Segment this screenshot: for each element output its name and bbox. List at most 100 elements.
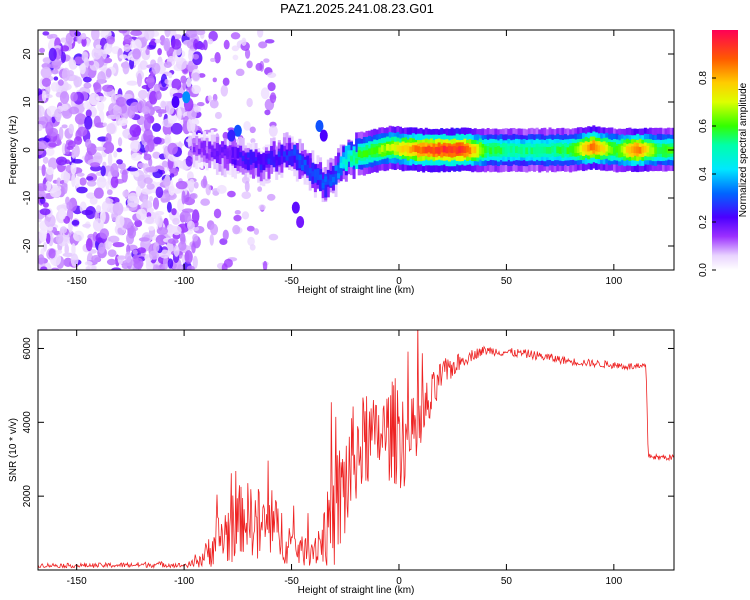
ridge-segment (262, 164, 266, 171)
noise-blob (137, 162, 146, 169)
ridge-segment (355, 158, 359, 164)
ridge-segment (205, 147, 209, 159)
ridge-segment (254, 161, 258, 167)
noise-blob (162, 255, 169, 270)
noise-blob (193, 181, 199, 189)
x-tick-label: -100 (174, 276, 194, 287)
noise-blob (193, 106, 202, 113)
noise-blob (143, 177, 153, 185)
ridge-segment (282, 151, 286, 163)
ridge-segment (605, 144, 609, 152)
ridge-segment (417, 146, 421, 153)
noise-blob (40, 66, 52, 79)
noise-blob (51, 60, 64, 66)
noise-blob (123, 34, 133, 44)
noise-blob (213, 208, 222, 219)
noise-blob (267, 82, 276, 92)
noise-blob (163, 37, 171, 52)
noise-blob (106, 123, 116, 135)
ridge-segment (275, 154, 279, 161)
noise-blob (116, 159, 123, 165)
x-tick-label: -150 (67, 576, 87, 587)
noise-blob (38, 183, 47, 192)
noise-blob (86, 176, 94, 181)
noise-blob (171, 38, 182, 50)
ridge-segment (339, 156, 343, 168)
ridge-segment (288, 151, 292, 157)
ridge-segment (401, 145, 405, 153)
ridge-segment (618, 147, 622, 155)
ridge-segment (445, 146, 449, 154)
ridge-segment (486, 145, 490, 153)
ridge-segment (489, 147, 493, 155)
noise-blob (38, 123, 43, 132)
noise-blob (68, 106, 80, 115)
noise-blob (267, 72, 277, 79)
ridge-segment (409, 146, 413, 154)
noise-blob (255, 62, 263, 71)
noise-blob (136, 247, 147, 254)
ridge-segment (246, 152, 250, 158)
noise-blob (171, 208, 177, 216)
ridge-segment (440, 145, 444, 153)
noise-blob (56, 156, 68, 166)
noise-blob (46, 34, 54, 40)
noise-blob (99, 209, 106, 224)
ridge-segment (579, 145, 583, 153)
noise-blob (230, 32, 241, 40)
noise-blob (144, 30, 155, 40)
noise-blob (152, 264, 160, 270)
ridge-segment (264, 156, 268, 162)
ridge-segment (473, 146, 477, 154)
noise-blob (48, 248, 56, 259)
noise-blob (126, 80, 138, 86)
noise-blob (247, 236, 255, 246)
ridge-segment (298, 157, 302, 169)
noise-blob (38, 254, 45, 265)
ridge-segment (561, 146, 565, 153)
ridge-segment (195, 145, 199, 151)
ridge-segment (319, 174, 323, 180)
noise-blob (68, 59, 77, 70)
ridge-segment (631, 146, 635, 154)
ridge-segment (651, 147, 655, 155)
ridge-segment (270, 159, 274, 166)
ridge-segment (285, 155, 289, 161)
ridge-segment (208, 141, 212, 153)
x-tick-label: -100 (174, 576, 194, 587)
ridge-segment (300, 156, 305, 167)
noise-blob (163, 61, 172, 68)
noise-blob (123, 93, 133, 99)
ridge-segment (308, 170, 312, 181)
ridge-segment (419, 147, 423, 154)
noise-blob (268, 125, 278, 137)
ridge-segment (362, 150, 366, 158)
ridge-segment (259, 154, 263, 165)
noise-blob (186, 265, 195, 270)
noise-blob (50, 82, 59, 92)
ridge-segment (396, 144, 400, 152)
ridge-segment (481, 147, 485, 155)
ridge-segment (612, 147, 616, 155)
ridge-segment (337, 173, 341, 179)
ridge-segment (233, 159, 237, 165)
noise-blob (185, 155, 193, 167)
noise-blob (39, 47, 45, 53)
noise-blob (97, 177, 107, 183)
ridge-segment (429, 146, 433, 154)
ridge-blob (296, 216, 305, 228)
noise-blob (142, 199, 148, 208)
noise-blob (60, 51, 66, 64)
ridge-segment (551, 145, 555, 153)
ridge-segment (331, 176, 335, 183)
ridge-segment (509, 146, 513, 153)
noise-blob (198, 73, 206, 78)
noise-blob (188, 50, 194, 61)
ridge-segment (540, 146, 544, 154)
ridge-segment (231, 158, 235, 164)
ridge-segment (628, 147, 632, 154)
ridge-segment (326, 179, 330, 185)
noise-blob (222, 131, 229, 140)
snr-xlabel: Height of straight line (km) (298, 585, 415, 596)
